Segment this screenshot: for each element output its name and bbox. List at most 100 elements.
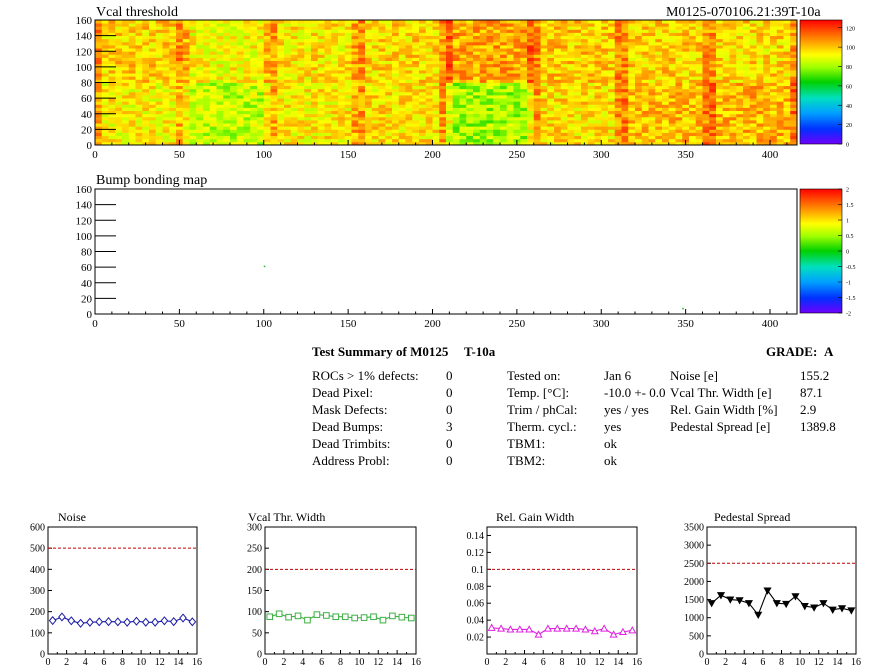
heatmap-cell (162, 95, 170, 99)
heatmap-cell (155, 129, 163, 133)
heatmap-cell (641, 54, 649, 58)
heatmap-cell (142, 135, 150, 140)
heatmap-cell (392, 141, 400, 146)
heatmap-cell (763, 88, 771, 93)
x-tick-label: 2 (64, 657, 69, 668)
heatmap-cell (702, 41, 710, 46)
heatmap-cell (635, 41, 643, 46)
heatmap-cell (662, 98, 670, 102)
heatmap-cell (716, 132, 724, 137)
heatmap-cell (662, 76, 670, 80)
heatmap-cell (398, 54, 406, 58)
heatmap-cell (641, 104, 649, 108)
heatmap-cell (216, 101, 224, 105)
heatmap-cell (567, 41, 575, 46)
heatmap-cell (675, 141, 683, 146)
heatmap-cell (500, 79, 508, 83)
heatmap-cell (351, 26, 359, 30)
heatmap-cell (101, 82, 109, 87)
heatmap-cell (162, 82, 170, 87)
heatmap-cell (277, 26, 285, 30)
heatmap-cell (284, 63, 292, 68)
heatmap-cell (162, 51, 170, 55)
data-point (506, 625, 515, 633)
heatmap-cell (358, 110, 366, 115)
heatmap-cell (527, 38, 535, 43)
heatmap-cell (783, 66, 791, 71)
heatmap-cell (439, 82, 447, 87)
heatmap-cell (594, 29, 602, 33)
heatmap-cell (128, 57, 136, 62)
heatmap-cell (493, 120, 501, 124)
defect-label: Mask Defects: (312, 402, 388, 417)
heatmap-cell (311, 91, 319, 96)
heatmap-cell (230, 38, 238, 43)
heatmap-cell (365, 66, 373, 71)
heatmap-cell (115, 32, 123, 37)
defect-value: 0 (446, 368, 453, 383)
heatmap-cell (101, 26, 109, 30)
x-tick-label: 8 (779, 657, 784, 668)
heatmap-cell (452, 135, 460, 140)
heatmap-cell (189, 129, 197, 133)
heatmap-cell (385, 91, 393, 96)
heatmap-cell (209, 45, 217, 49)
heatmap-cell (311, 126, 319, 130)
heatmap-cell (425, 129, 433, 133)
heatmap-cell (169, 79, 177, 83)
heatmap-cell (108, 73, 116, 77)
heatmap-cell (749, 45, 757, 49)
heatmap-cell (344, 132, 352, 137)
heatmap-cell (648, 63, 656, 68)
heatmap-cell (459, 66, 467, 71)
heatmap-cell (223, 57, 231, 62)
heatmap-cell (385, 104, 393, 108)
heatmap-cell (243, 120, 251, 124)
heatmap-cell (412, 35, 420, 40)
heatmap-cell (277, 32, 285, 37)
heatmap-cell (324, 20, 332, 24)
x-tick-label: 16 (632, 657, 642, 668)
heatmap-cell (95, 95, 103, 99)
heatmap-cell (149, 91, 157, 96)
palette-tick-label: 2 (846, 188, 849, 194)
heatmap-cell (257, 57, 265, 62)
y-tick-label: 140 (76, 31, 93, 43)
heatmap-cell (736, 66, 744, 71)
heatmap-cell (284, 51, 292, 55)
heatmap-cell (250, 35, 258, 40)
heatmap-cell (608, 32, 616, 37)
heatmap-cell (695, 107, 703, 112)
heatmap-cell (142, 54, 150, 58)
heatmap-cell (216, 38, 224, 43)
heatmap-cell (95, 141, 103, 146)
heatmap-cell (722, 126, 730, 130)
heatmap-cell (709, 41, 717, 46)
heatmap-cell (216, 104, 224, 108)
heatmap-cell (554, 45, 562, 49)
heatmap-cell (135, 35, 143, 40)
heatmap-cell (689, 88, 697, 93)
heatmap-cell (635, 29, 643, 33)
heatmap-cell (655, 48, 663, 52)
heatmap-cell (446, 45, 454, 49)
heatmap-cell (155, 48, 163, 52)
data-point (618, 627, 627, 636)
heatmap-cell (736, 126, 744, 130)
heatmap-cell (500, 66, 508, 71)
heatmap-cell (270, 85, 278, 90)
heatmap-cell (371, 45, 379, 49)
heatmap-cell (648, 101, 656, 105)
heatmap-cell (297, 113, 305, 118)
heatmap-cell (756, 104, 764, 108)
heatmap-cell (513, 57, 521, 62)
heatmap-cell (135, 132, 143, 137)
heatmap-cell (560, 70, 568, 74)
heatmap-cell (365, 23, 373, 27)
heatmap-cell (756, 138, 764, 143)
heatmap-cell (452, 116, 460, 121)
heatmap-cell (324, 57, 332, 62)
heatmap-cell (567, 138, 575, 143)
heatmap-cell (344, 107, 352, 112)
